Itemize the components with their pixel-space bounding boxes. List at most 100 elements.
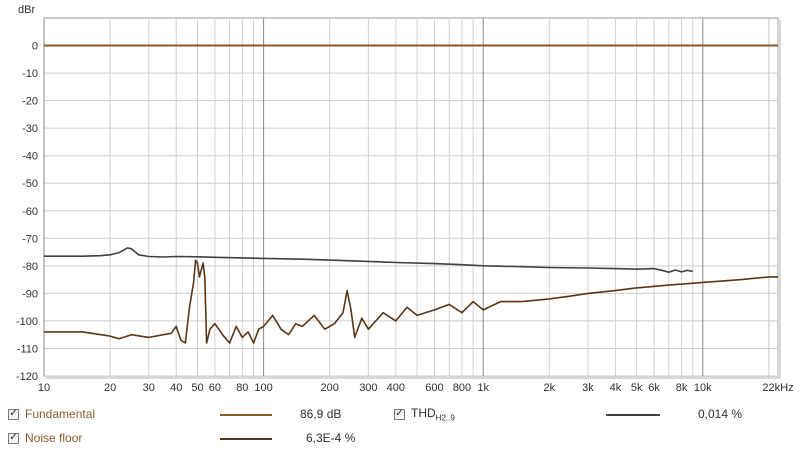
noise-floor-point xyxy=(185,342,186,343)
noise-floor-point xyxy=(82,331,83,332)
noise-floor-label: Noise floor xyxy=(25,431,83,445)
thd-point xyxy=(483,265,484,266)
noise-floor-swatch xyxy=(220,438,272,440)
noise-floor-point xyxy=(570,296,571,297)
noise-floor-point xyxy=(483,309,484,310)
thd-point xyxy=(110,254,111,255)
noise-floor-point xyxy=(334,323,335,324)
plot-shadow-bottom xyxy=(46,376,780,379)
x-tick-label: 300 xyxy=(359,382,377,394)
noise-floor-point xyxy=(549,298,550,299)
thd-checkbox[interactable]: ✓ xyxy=(394,408,405,420)
x-tick-label: 2k xyxy=(543,382,555,394)
fundamental-checkbox[interactable]: ✓ xyxy=(8,408,19,420)
thd-point xyxy=(692,271,693,272)
fundamental-label: Fundamental xyxy=(25,407,96,421)
noise-floor-point xyxy=(295,323,296,324)
x-tick-label: 22kHz xyxy=(762,382,793,394)
thd-point xyxy=(395,262,396,263)
thd-point xyxy=(163,256,164,257)
noise-floor-point xyxy=(206,342,207,343)
thd-point xyxy=(131,248,132,249)
noise-floor-point xyxy=(197,263,198,264)
thd-value: 0,014 % xyxy=(698,407,743,421)
thd-point xyxy=(549,267,550,268)
thd-point xyxy=(197,256,198,257)
x-tick-label: 8k xyxy=(676,382,688,394)
noise-floor-point xyxy=(209,329,210,330)
y-tick-label: -80 xyxy=(22,261,38,273)
noise-floor-point xyxy=(302,326,303,327)
noise-floor-point xyxy=(195,260,196,261)
thd-point xyxy=(329,260,330,261)
thd-point xyxy=(675,269,676,270)
x-tick-label: 5k xyxy=(631,382,643,394)
noise-floor-point xyxy=(587,293,588,294)
thd-point xyxy=(615,268,616,269)
noise-floor-point xyxy=(199,276,200,277)
legend-item-noise-floor[interactable]: ✓ Noise floor xyxy=(8,429,82,447)
thd-point xyxy=(434,263,435,264)
x-tick-label: 800 xyxy=(453,382,471,394)
thd-point xyxy=(214,257,215,258)
noise-floor-checkbox[interactable]: ✓ xyxy=(8,432,19,444)
noise-floor-point xyxy=(354,337,355,338)
x-tick-label: 20 xyxy=(104,382,116,394)
thd-point xyxy=(654,268,655,269)
noise-floor-point xyxy=(368,329,369,330)
thd-point xyxy=(100,255,101,256)
thd-point xyxy=(148,256,149,257)
y-tick-label: -40 xyxy=(22,151,38,163)
x-tick-label: 40 xyxy=(170,382,182,394)
thd-point xyxy=(82,256,83,257)
noise-floor-point xyxy=(741,279,742,280)
legend-item-thd[interactable]: ✓ THDH2..9 xyxy=(394,405,455,423)
noise-floor-point xyxy=(768,276,769,277)
fundamental-point xyxy=(777,45,778,46)
grid xyxy=(43,17,781,379)
fundamental-point xyxy=(43,45,44,46)
x-tick-label: 200 xyxy=(321,382,339,394)
y-tick-label: -90 xyxy=(22,288,38,300)
noise-floor-point xyxy=(461,312,462,313)
thd-point xyxy=(661,270,662,271)
noise-floor-point xyxy=(395,320,396,321)
noise-floor-point xyxy=(636,287,637,288)
x-tick-label: 3k xyxy=(582,382,594,394)
y-axis-label: dBr xyxy=(18,4,35,16)
fundamental-swatch xyxy=(220,414,272,416)
legend-item-fundamental[interactable]: ✓ Fundamental xyxy=(8,405,95,423)
noise-floor-point xyxy=(383,312,384,313)
noise-floor-point xyxy=(248,331,249,332)
thd-point xyxy=(681,271,682,272)
x-tick-label: 4k xyxy=(610,382,622,394)
noise-floor-point xyxy=(229,342,230,343)
noise-floor-point xyxy=(342,312,343,313)
x-tick-label: 400 xyxy=(387,382,405,394)
y-tick-label: -100 xyxy=(16,316,38,328)
noise-floor-point xyxy=(204,276,205,277)
noise-floor-point xyxy=(521,301,522,302)
x-tick-label: 30 xyxy=(143,382,155,394)
y-tick-label: -120 xyxy=(16,371,38,383)
y-tick-label: -110 xyxy=(17,343,38,355)
thd-point xyxy=(521,266,522,267)
y-tick-label: -10 xyxy=(22,68,38,80)
x-tick-label: 80 xyxy=(236,382,248,394)
y-tick-label: -20 xyxy=(22,96,38,108)
noise-floor-point xyxy=(189,307,190,308)
noise-floor-point xyxy=(242,337,243,338)
x-tick-label: 10k xyxy=(694,382,712,394)
noise-floor-point xyxy=(615,290,616,291)
noise-floor-point xyxy=(110,336,111,337)
thd-point xyxy=(43,256,44,257)
noise-floor-value: 6,3E-4 % xyxy=(306,431,356,445)
thd-point xyxy=(587,267,588,268)
noise-floor-point xyxy=(702,282,703,283)
noise-floor-point xyxy=(236,326,237,327)
x-tick-label: 6k xyxy=(648,382,660,394)
thd-line xyxy=(44,247,693,273)
thd-swatch xyxy=(606,414,660,416)
noise-floor-point xyxy=(324,329,325,330)
y-tick-label: -50 xyxy=(22,178,38,190)
